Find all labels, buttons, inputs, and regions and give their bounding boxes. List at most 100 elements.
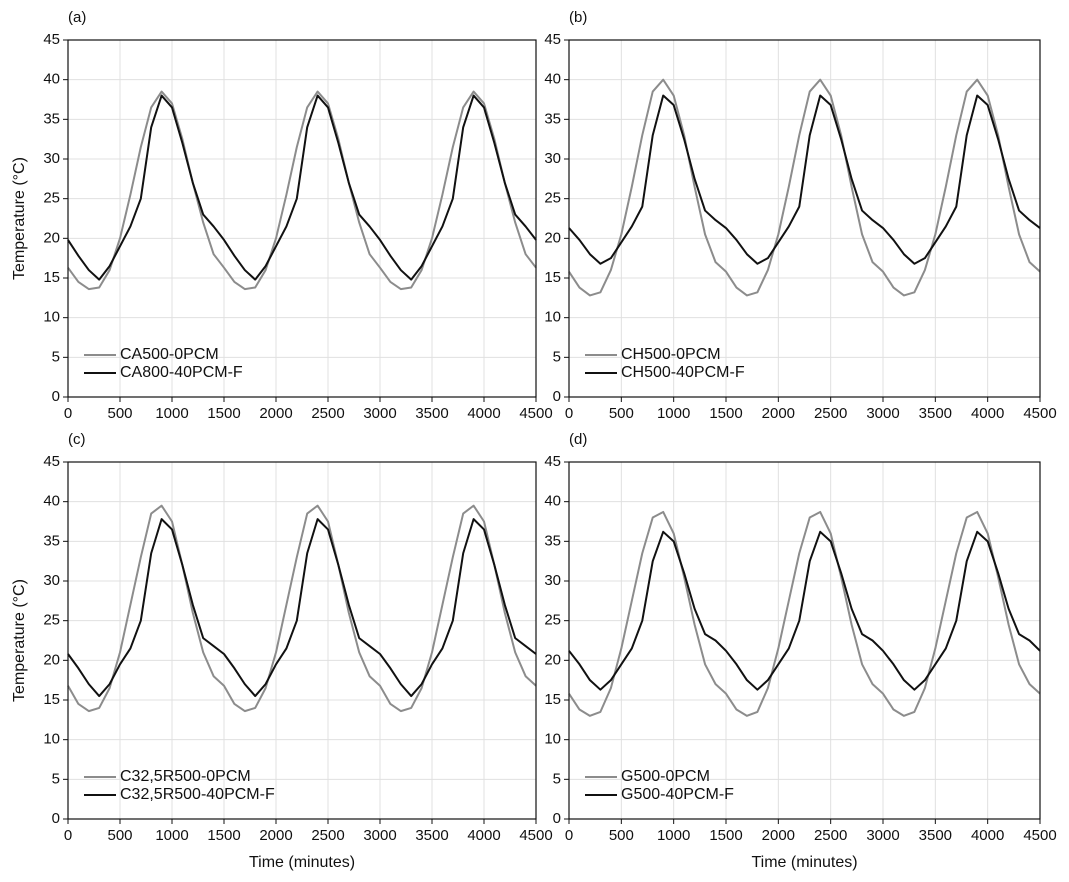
y-axis-label: Temperature (°C) [11, 157, 28, 280]
y-tick-label: 15 [544, 691, 561, 708]
legend-label: CH500-0PCM [621, 346, 721, 363]
legend-label: G500-40PCM-F [621, 786, 734, 803]
legend-label: CH500-40PCM-F [621, 364, 745, 381]
y-tick-label: 35 [43, 532, 60, 549]
x-tick-label: 3500 [919, 405, 952, 422]
y-tick-label: 35 [544, 110, 561, 127]
x-tick-label: 4500 [519, 405, 552, 422]
y-tick-label: 10 [43, 309, 60, 326]
y-tick-label: 25 [544, 612, 561, 629]
y-tick-label: 20 [544, 229, 561, 246]
series-line [67, 94, 537, 281]
x-tick-label: 1500 [207, 405, 240, 422]
plot-frame [568, 39, 1041, 398]
x-tick-label: 3000 [363, 827, 396, 844]
y-tick-label: 30 [43, 150, 60, 167]
x-tick-label: 1000 [155, 405, 188, 422]
x-tick-label: 4000 [467, 827, 500, 844]
x-tick-label: 2500 [814, 827, 847, 844]
y-tick-label: 25 [544, 190, 561, 207]
x-tick-label: 2500 [311, 827, 344, 844]
x-tick-label: 3500 [919, 827, 952, 844]
x-tick-label: 500 [107, 827, 132, 844]
y-tick-label: 5 [553, 348, 561, 365]
y-tick-label: 15 [43, 691, 60, 708]
panel-label: (a) [68, 9, 86, 26]
x-tick-label: 4000 [971, 405, 1004, 422]
y-tick-label: 5 [52, 770, 60, 787]
y-tick-label: 30 [544, 572, 561, 589]
x-tick-label: 2000 [762, 405, 795, 422]
series-line [67, 504, 537, 713]
x-tick-label: 3000 [866, 827, 899, 844]
x-tick-label: 2000 [259, 827, 292, 844]
y-tick-label: 40 [43, 493, 60, 510]
x-tick-label: 1500 [207, 827, 240, 844]
y-tick-label: 25 [43, 612, 60, 629]
x-tick-label: 500 [609, 405, 634, 422]
x-tick-label: 0 [565, 405, 573, 422]
y-tick-label: 5 [52, 348, 60, 365]
panel-label: (c) [68, 431, 86, 448]
legend-label: C32,5R500-0PCM [120, 768, 251, 785]
y-tick-label: 30 [43, 572, 60, 589]
y-tick-label: 45 [544, 453, 561, 470]
y-tick-label: 0 [553, 810, 561, 827]
x-tick-label: 2000 [259, 405, 292, 422]
x-axis-label: Time (minutes) [751, 854, 857, 871]
y-tick-label: 30 [544, 150, 561, 167]
y-tick-label: 0 [52, 810, 60, 827]
y-tick-label: 0 [52, 388, 60, 405]
y-tick-label: 0 [553, 388, 561, 405]
panel-label: (b) [569, 9, 587, 26]
y-tick-label: 45 [43, 31, 60, 48]
series-line [67, 518, 537, 698]
y-tick-label: 35 [544, 532, 561, 549]
x-tick-label: 4500 [1023, 827, 1056, 844]
x-tick-label: 2500 [814, 405, 847, 422]
x-tick-label: 3000 [866, 405, 899, 422]
x-axis-label: Time (minutes) [249, 854, 355, 871]
legend-label: CA800-40PCM-F [120, 364, 243, 381]
x-tick-label: 0 [64, 405, 72, 422]
legend-label: CA500-0PCM [120, 346, 219, 363]
y-tick-label: 10 [43, 731, 60, 748]
x-tick-label: 0 [565, 827, 573, 844]
x-tick-label: 2000 [762, 827, 795, 844]
y-tick-label: 25 [43, 190, 60, 207]
y-tick-label: 15 [544, 269, 561, 286]
x-tick-label: 3500 [415, 827, 448, 844]
x-tick-label: 500 [107, 405, 132, 422]
plot-frame [67, 39, 537, 398]
y-tick-label: 40 [43, 71, 60, 88]
series-line [568, 94, 1041, 265]
plot-frame [568, 461, 1041, 820]
panel-label: (d) [569, 431, 587, 448]
legend-label: C32,5R500-40PCM-F [120, 786, 275, 803]
x-tick-label: 1000 [657, 827, 690, 844]
x-tick-label: 1500 [709, 827, 742, 844]
x-tick-label: 4000 [971, 827, 1004, 844]
x-tick-label: 4000 [467, 405, 500, 422]
x-tick-label: 4500 [1023, 405, 1056, 422]
x-tick-label: 2500 [311, 405, 344, 422]
x-tick-label: 4500 [519, 827, 552, 844]
series-line [568, 78, 1041, 297]
y-tick-label: 45 [544, 31, 561, 48]
y-tick-label: 10 [544, 731, 561, 748]
x-tick-label: 3500 [415, 405, 448, 422]
series-line [568, 510, 1041, 717]
x-tick-label: 1000 [657, 405, 690, 422]
y-tick-label: 15 [43, 269, 60, 286]
y-tick-label: 40 [544, 71, 561, 88]
y-tick-label: 20 [43, 651, 60, 668]
y-tick-label: 5 [553, 770, 561, 787]
x-tick-label: 1000 [155, 827, 188, 844]
y-tick-label: 45 [43, 453, 60, 470]
y-tick-label: 40 [544, 493, 561, 510]
x-tick-label: 0 [64, 827, 72, 844]
x-tick-label: 1500 [709, 405, 742, 422]
series-line [568, 530, 1041, 691]
y-tick-label: 20 [544, 651, 561, 668]
